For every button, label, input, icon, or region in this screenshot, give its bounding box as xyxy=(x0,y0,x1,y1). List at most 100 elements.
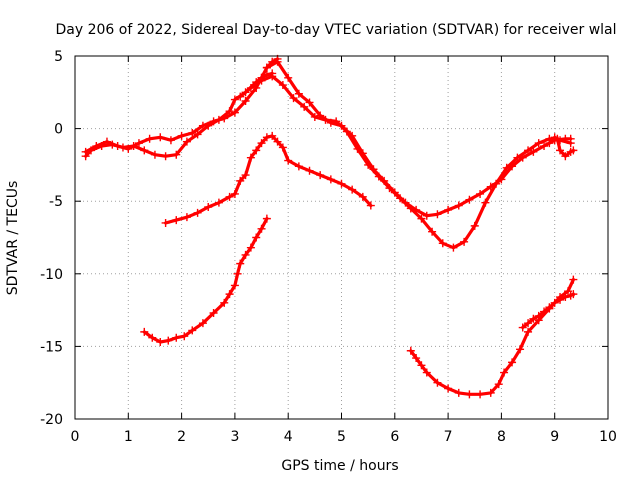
data-point xyxy=(569,146,578,155)
data-point xyxy=(188,326,197,335)
data-point xyxy=(193,130,202,139)
data-point xyxy=(164,336,173,345)
y-tick-label: -15 xyxy=(40,339,63,355)
x-tick-label: 9 xyxy=(550,429,559,445)
x-tick-label: 0 xyxy=(71,429,80,445)
data-point xyxy=(113,142,122,151)
data-point xyxy=(500,368,509,377)
data-point xyxy=(476,390,485,399)
data-point xyxy=(566,134,575,143)
data-point xyxy=(406,346,415,355)
data-point xyxy=(166,136,175,145)
data-point xyxy=(561,152,570,161)
data-point xyxy=(161,218,170,227)
data-point xyxy=(540,142,549,151)
data-point xyxy=(148,333,157,342)
data-point xyxy=(417,214,426,223)
data-point xyxy=(486,388,495,397)
axis-ticks: 0 1 2 3 4 5 6 7 8 9 10 -20 -15 -10 -5 0 5 xyxy=(40,49,617,445)
series-arc-9 xyxy=(545,133,578,161)
data-point xyxy=(412,354,421,363)
data-point xyxy=(257,76,266,85)
data-point xyxy=(236,176,245,185)
data-point xyxy=(433,378,442,387)
data-point xyxy=(401,198,410,207)
data-point xyxy=(460,237,469,246)
series-line xyxy=(409,278,576,396)
data-point xyxy=(508,162,517,171)
data-point xyxy=(428,227,437,236)
data-point xyxy=(252,146,261,155)
data-point xyxy=(534,139,543,148)
x-tick-label: 2 xyxy=(177,429,186,445)
series-arc-3 xyxy=(236,72,575,252)
data-point xyxy=(476,189,485,198)
x-tick-label: 10 xyxy=(599,429,617,445)
data-point xyxy=(172,216,181,225)
data-point xyxy=(92,142,101,151)
data-point xyxy=(310,112,319,121)
data-point xyxy=(518,153,527,162)
data-point xyxy=(518,323,527,332)
data-point xyxy=(268,131,277,140)
data-point xyxy=(326,175,335,184)
data-point xyxy=(278,81,287,90)
data-point xyxy=(444,384,453,393)
data-point xyxy=(150,150,159,159)
data-point xyxy=(284,73,293,82)
data-point xyxy=(486,182,495,191)
data-point xyxy=(214,198,223,207)
series-arc-4 xyxy=(262,57,575,220)
data-point xyxy=(284,156,293,165)
data-point xyxy=(262,214,271,223)
data-point xyxy=(209,117,218,126)
data-point xyxy=(550,298,559,307)
data-point xyxy=(204,203,213,212)
data-point xyxy=(529,147,538,156)
data-point xyxy=(564,287,573,296)
x-tick-label: 8 xyxy=(497,429,506,445)
data-point xyxy=(241,97,250,106)
data-point xyxy=(545,139,554,148)
data-point xyxy=(188,128,197,137)
y-tick-label: 5 xyxy=(54,49,63,65)
data-point xyxy=(102,137,111,146)
data-point xyxy=(233,269,242,278)
data-point xyxy=(465,195,474,204)
data-point xyxy=(540,307,549,316)
data-point xyxy=(182,137,191,146)
data-point xyxy=(182,213,191,222)
data-point xyxy=(230,95,239,104)
data-point xyxy=(337,179,346,188)
data-point xyxy=(508,358,517,367)
data-point xyxy=(257,139,266,148)
data-point xyxy=(412,205,421,214)
data-point xyxy=(193,208,202,217)
data-point xyxy=(262,63,271,72)
data-point xyxy=(209,309,218,318)
data-point xyxy=(556,146,565,155)
x-axis-label: GPS time / hours xyxy=(281,458,398,474)
data-point xyxy=(316,171,325,180)
data-point xyxy=(257,224,266,233)
y-tick-label: 0 xyxy=(54,122,63,138)
series-line xyxy=(265,60,573,218)
data-point xyxy=(417,361,426,370)
series-layer xyxy=(81,54,578,399)
data-point xyxy=(198,319,207,328)
y-axis-label: SDTVAR / TECUs xyxy=(5,181,21,296)
data-point xyxy=(252,233,261,242)
x-tick-label: 3 xyxy=(230,429,239,445)
y-tick-label: -10 xyxy=(40,267,63,283)
x-tick-label: 1 xyxy=(124,429,133,445)
data-point xyxy=(246,153,255,162)
y-tick-label: -20 xyxy=(40,412,63,428)
data-point xyxy=(230,281,239,290)
data-point xyxy=(289,94,298,103)
data-point xyxy=(516,345,525,354)
series-arc-1 xyxy=(81,69,277,161)
data-point xyxy=(236,92,245,101)
data-point xyxy=(422,368,431,377)
data-point xyxy=(241,250,250,259)
data-point xyxy=(81,147,90,156)
